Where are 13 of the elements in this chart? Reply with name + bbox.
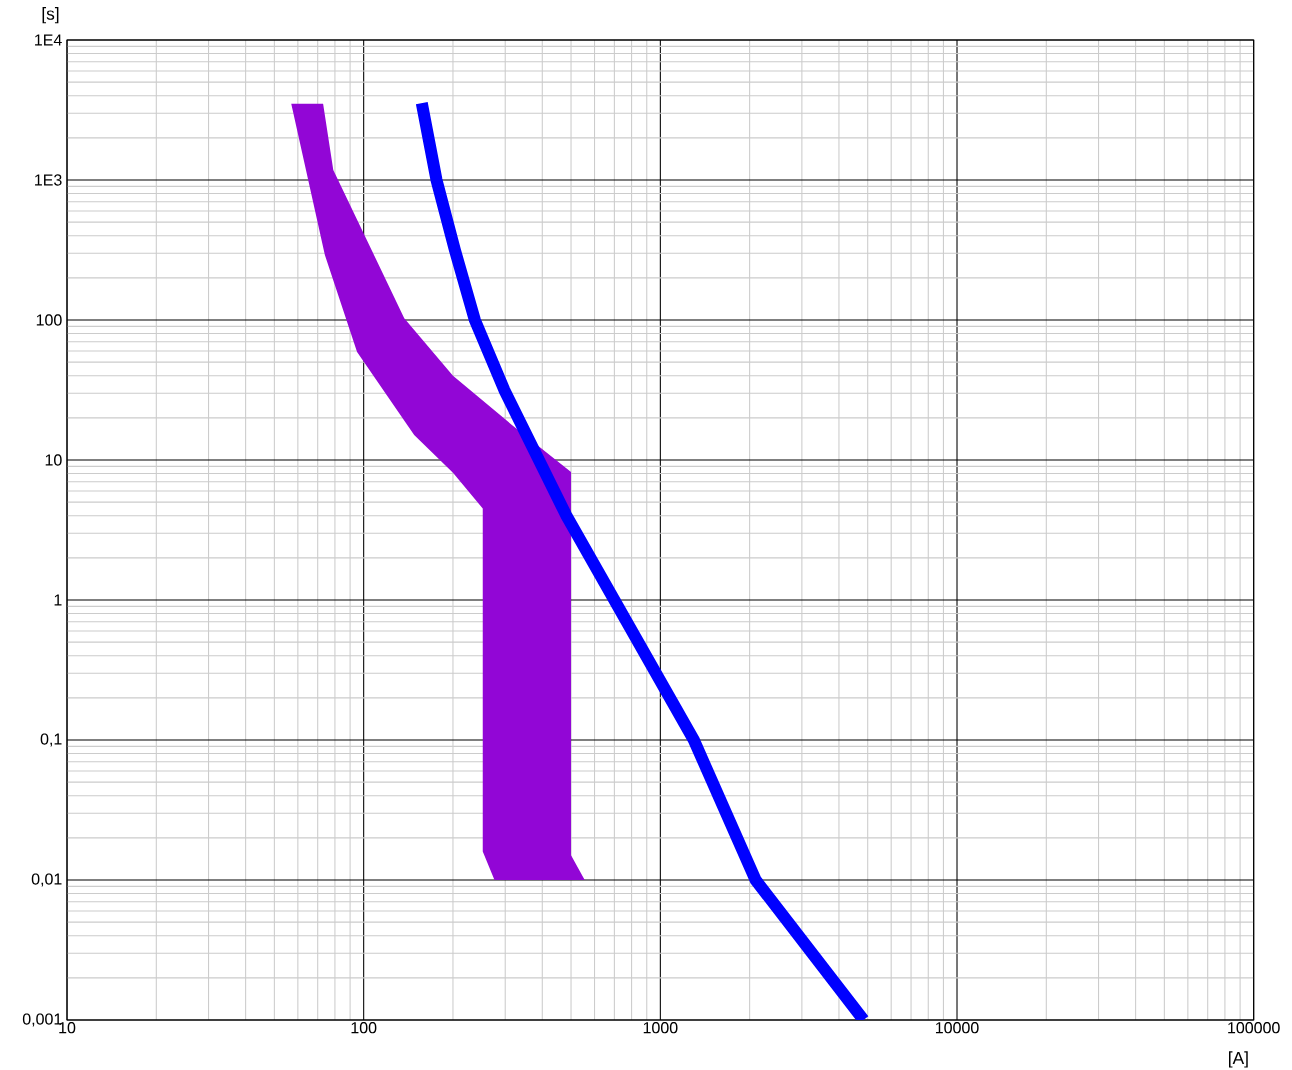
y-axis-title: [s] bbox=[42, 7, 59, 24]
y-tick-label: 1 bbox=[54, 594, 62, 606]
y-tick-label: 1E4 bbox=[35, 34, 62, 46]
x-tick-label: 10000 bbox=[935, 1022, 979, 1034]
y-tick-label: 0,01 bbox=[31, 873, 62, 887]
x-tick-label: 100000 bbox=[1228, 1022, 1280, 1034]
y-tick-label: 100 bbox=[36, 314, 62, 326]
y-tick-label: 0,1 bbox=[40, 733, 62, 747]
x-tick-label: 100 bbox=[351, 1022, 377, 1034]
y-tick-label: 10 bbox=[45, 454, 62, 466]
x-axis-title: [A] bbox=[1229, 1051, 1248, 1068]
y-tick-label: 1E3 bbox=[35, 174, 62, 186]
x-tick-label: 1000 bbox=[643, 1022, 678, 1034]
